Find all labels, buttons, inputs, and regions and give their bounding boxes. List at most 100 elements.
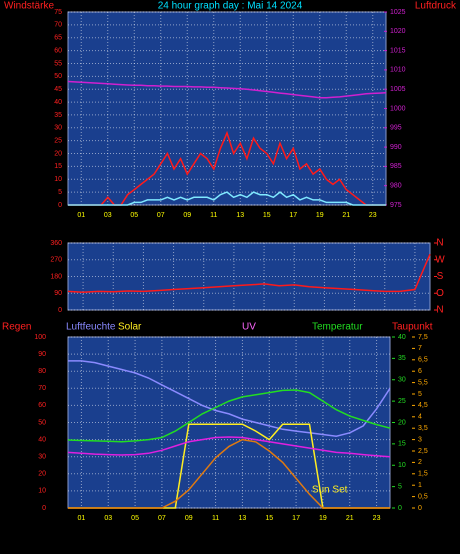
y-tick-label: 1020 [390,28,406,35]
y-tick-label: 2,5 [418,448,428,455]
annotation: Sun Set [312,485,348,496]
y-tick-label: 7 [418,345,422,352]
x-tick-label: 21 [346,515,354,522]
y-tick-label: 70 [54,22,62,29]
x-tick-label: 17 [289,212,297,219]
y-tick-label: 90 [38,351,46,358]
x-tick-label: 05 [131,515,139,522]
y-tick-label: 7,5 [418,334,428,341]
y-tick-label: 5 [418,391,422,398]
y-tick-label: 30 [398,377,406,384]
x-tick-label: 15 [265,515,273,522]
y-tick-label: S [437,271,444,282]
y-tick-label: 360 [50,240,62,247]
y-tick-label: 15 [54,163,62,170]
y-tick-label: 980 [390,183,402,190]
y-tick-label: 30 [38,454,46,461]
x-tick-label: 15 [263,212,271,219]
y-tick-label: 2 [418,459,422,466]
x-tick-label: 11 [212,515,219,522]
y-tick-label: 1025 [390,9,406,16]
y-tick-label: 985 [390,163,402,170]
y-tick-label: 10 [398,462,406,469]
y-tick-label: 15 [398,441,406,448]
y-tick-label: O [436,288,444,299]
x-tick-label: 23 [373,515,381,522]
y-axis-title: Windstärke [4,1,54,12]
y-tick-label: 10 [54,176,62,183]
x-tick-label: 01 [77,212,85,219]
y-tick-label: 0 [398,505,402,512]
x-tick-label: 23 [369,212,377,219]
y-tick-label: 60 [54,47,62,54]
y-tick-label: 3,5 [418,425,428,432]
y-tick-label: 25 [54,138,62,145]
y-tick-label: N [436,305,443,316]
x-tick-label: 07 [157,212,165,219]
y-tick-label: 50 [38,419,46,426]
y-tick-label: 4,5 [418,402,428,409]
y-tick-label: 35 [54,112,62,119]
y-tick-label: 180 [50,273,62,280]
x-tick-label: 19 [316,212,324,219]
x-tick-label: 05 [130,212,138,219]
y-tick-label: 5 [398,483,402,490]
axis-title: Temperatur [312,322,363,333]
axis-title: Solar [118,322,142,333]
x-tick-label: 11 [210,212,217,219]
x-tick-label: 01 [78,515,86,522]
y-tick-label: 0 [58,202,62,209]
x-tick-label: 03 [104,212,112,219]
y-tick-label: 70 [38,385,46,392]
y-tick-label: 5,5 [418,379,428,386]
chart-title: 24 hour graph day : Mai 14 2024 [158,1,303,12]
plot-area [67,11,387,206]
y-tick-label: 975 [390,202,402,209]
y-tick-label: 990 [390,144,402,151]
y-tick-label: 40 [38,436,46,443]
axis-title: UV [242,322,256,333]
y-tick-label: 35 [398,355,406,362]
y-tick-label: 40 [398,334,406,341]
y-tick-label: 1010 [390,67,406,74]
x-tick-label: 17 [292,515,300,522]
y-tick-label: 75 [54,9,62,16]
y-tick-label: 270 [50,257,62,264]
x-tick-label: 09 [185,515,193,522]
y-tick-label: 60 [38,402,46,409]
series-line [67,436,391,458]
y-tick-label: 50 [54,73,62,80]
x-tick-label: 03 [104,515,112,522]
y-tick-label: 20 [54,150,62,157]
y-tick-label: 20 [398,419,406,426]
y-tick-label: 100 [34,334,46,341]
y-tick-label: 0 [42,505,46,512]
plot-area [67,336,391,509]
y-tick-label: 995 [390,125,402,132]
y-tick-label: 25 [398,398,406,405]
y-tick-label: 10 [38,488,46,495]
y-tick-label: 0 [418,505,422,512]
y-tick-label: 4 [418,414,422,421]
axis-title: Luftfeuchte [66,322,116,333]
x-tick-label: 09 [183,212,191,219]
y-tick-label: 1 [418,482,422,489]
y-tick-label: 3 [418,436,422,443]
y-tick-label: 80 [38,368,46,375]
y-tick-label: 6 [418,368,422,375]
y-tick-label: 40 [54,99,62,106]
series-line [68,191,386,206]
y-tick-label: 1005 [390,86,406,93]
y-tick-label: W [435,254,445,265]
y-tick-label: 20 [38,471,46,478]
y-tick-label: 5 [58,189,62,196]
y-tick-label: 0,5 [418,493,428,500]
x-tick-label: 07 [158,515,166,522]
y-tick-label: 6,5 [418,357,428,364]
y-tick-label: 55 [54,60,62,67]
axis-title: Taupunkt [392,322,433,333]
x-tick-label: 13 [239,515,247,522]
series-line [67,253,431,294]
series-line [68,360,391,437]
